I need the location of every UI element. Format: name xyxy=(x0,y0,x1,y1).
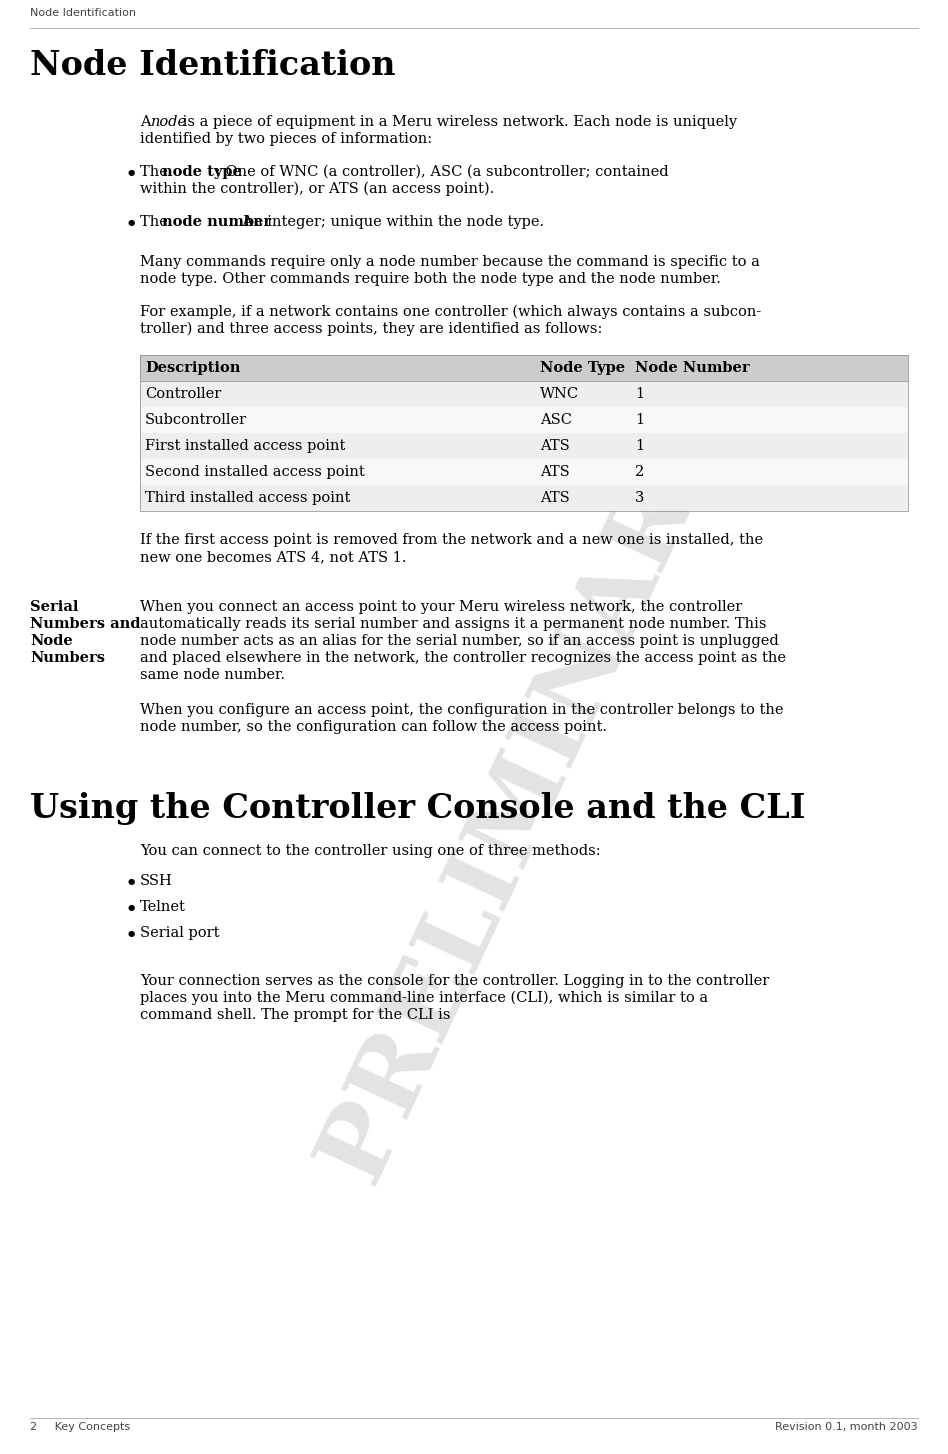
Text: troller) and three access points, they are identified as follows:: troller) and three access points, they a… xyxy=(140,321,602,336)
Text: Node Type: Node Type xyxy=(540,361,625,375)
Text: If the first access point is removed from the network and a new one is installed: If the first access point is removed fro… xyxy=(140,534,763,547)
Text: 3: 3 xyxy=(635,491,645,505)
Text: new one becomes ATS 4, not ATS 1.: new one becomes ATS 4, not ATS 1. xyxy=(140,550,407,564)
Text: ATS: ATS xyxy=(540,465,570,478)
Text: 1: 1 xyxy=(635,413,644,427)
Text: and placed elsewhere in the network, the controller recognizes the access point : and placed elsewhere in the network, the… xyxy=(140,651,786,664)
Text: ASC: ASC xyxy=(540,413,572,427)
Text: Revision 0.1, month 2003: Revision 0.1, month 2003 xyxy=(775,1422,918,1432)
Bar xyxy=(140,407,908,433)
Text: 2: 2 xyxy=(635,465,645,478)
Text: Telnet: Telnet xyxy=(140,900,186,915)
Text: ●: ● xyxy=(128,218,136,227)
Text: command shell. The prompt for the CLI is: command shell. The prompt for the CLI is xyxy=(140,1008,450,1022)
Text: node: node xyxy=(151,115,187,129)
Text: ATS: ATS xyxy=(540,439,570,454)
Text: node number: node number xyxy=(162,215,271,228)
Text: ●: ● xyxy=(128,877,136,885)
Text: Subcontroller: Subcontroller xyxy=(145,413,247,427)
Text: Serial: Serial xyxy=(30,601,79,614)
Text: ●: ● xyxy=(128,169,136,177)
Text: Node Identification: Node Identification xyxy=(30,49,395,81)
Text: : An integer; unique within the node type.: : An integer; unique within the node typ… xyxy=(233,215,544,228)
Text: The: The xyxy=(140,164,173,179)
Text: When you connect an access point to your Meru wireless network, the controller: When you connect an access point to your… xyxy=(140,601,742,614)
Text: A: A xyxy=(140,115,155,129)
Text: SSH: SSH xyxy=(140,874,173,888)
Text: ATS: ATS xyxy=(540,491,570,505)
Text: node number acts as an alias for the serial number, so if an access point is unp: node number acts as an alias for the ser… xyxy=(140,634,778,648)
Text: Node Number: Node Number xyxy=(635,361,750,375)
Text: First installed access point: First installed access point xyxy=(145,439,345,454)
Text: ●: ● xyxy=(128,903,136,912)
Text: identified by two pieces of information:: identified by two pieces of information: xyxy=(140,132,432,145)
Text: automatically reads its serial number and assigns it a permanent node number. Th: automatically reads its serial number an… xyxy=(140,616,767,631)
Text: node number, so the configuration can follow the access point.: node number, so the configuration can fo… xyxy=(140,720,607,734)
Text: When you configure an access point, the configuration in the controller belongs : When you configure an access point, the … xyxy=(140,702,783,717)
Text: For example, if a network contains one controller (which always contains a subco: For example, if a network contains one c… xyxy=(140,305,761,320)
Text: within the controller), or ATS (an access point).: within the controller), or ATS (an acces… xyxy=(140,182,494,196)
Text: Node Identification: Node Identification xyxy=(30,9,136,17)
Text: same node number.: same node number. xyxy=(140,667,285,682)
Bar xyxy=(140,486,908,510)
Text: Second installed access point: Second installed access point xyxy=(145,465,365,478)
Text: Many commands require only a node number because the command is specific to a: Many commands require only a node number… xyxy=(140,254,760,269)
Bar xyxy=(140,355,908,381)
Text: ●: ● xyxy=(128,929,136,938)
Text: The: The xyxy=(140,215,173,228)
Text: 1: 1 xyxy=(635,387,644,401)
Text: Serial port: Serial port xyxy=(140,926,220,939)
Text: places you into the Meru command-line interface (CLI), which is similar to a: places you into the Meru command-line in… xyxy=(140,992,708,1005)
Text: node type: node type xyxy=(162,164,242,179)
Text: PRELIMINARY: PRELIMINARY xyxy=(302,403,740,1197)
Text: WNC: WNC xyxy=(540,387,579,401)
Text: node type. Other commands require both the node type and the node number.: node type. Other commands require both t… xyxy=(140,272,720,286)
Text: is a piece of equipment in a Meru wireless network. Each node is uniquely: is a piece of equipment in a Meru wirele… xyxy=(178,115,738,129)
Text: Third installed access point: Third installed access point xyxy=(145,491,351,505)
Text: Description: Description xyxy=(145,361,241,375)
Text: You can connect to the controller using one of three methods:: You can connect to the controller using … xyxy=(140,843,601,858)
Text: Numbers and: Numbers and xyxy=(30,616,140,631)
Text: 1: 1 xyxy=(635,439,644,454)
Text: Numbers: Numbers xyxy=(30,651,105,664)
Text: : One of WNC (a controller), ASC (a subcontroller; contained: : One of WNC (a controller), ASC (a subc… xyxy=(216,164,668,179)
Bar xyxy=(140,433,908,459)
Bar xyxy=(140,459,908,486)
Text: Controller: Controller xyxy=(145,387,221,401)
Text: Using the Controller Console and the CLI: Using the Controller Console and the CLI xyxy=(30,792,806,824)
Bar xyxy=(140,381,908,407)
Text: Node: Node xyxy=(30,634,73,648)
Text: Your connection serves as the console for the controller. Logging in to the cont: Your connection serves as the console fo… xyxy=(140,974,769,989)
Text: 2     Key Concepts: 2 Key Concepts xyxy=(30,1422,130,1432)
